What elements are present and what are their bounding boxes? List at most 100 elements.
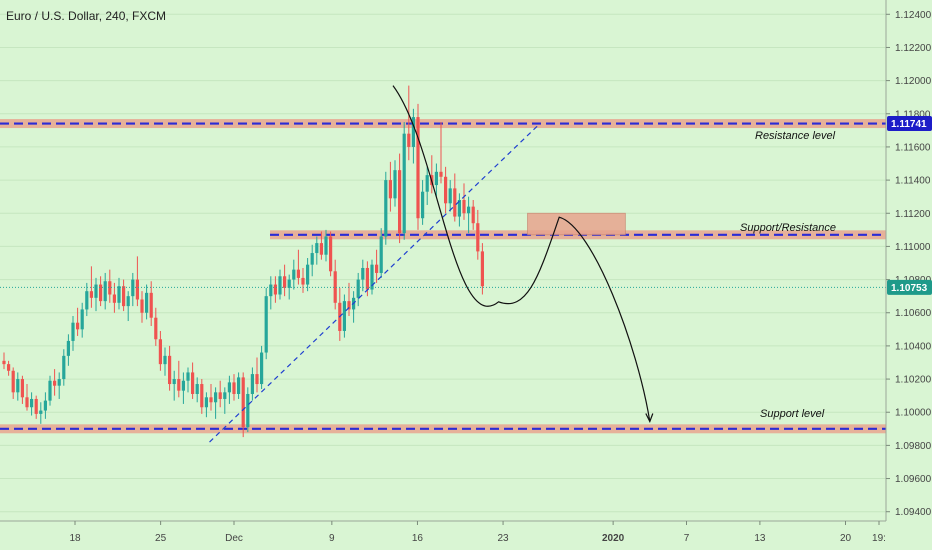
- candle-body: [329, 236, 333, 272]
- y-tick-label: 1.10400: [895, 341, 932, 352]
- projection-zone: [527, 212, 626, 236]
- x-tick-label: 13: [754, 533, 766, 544]
- candle-body: [292, 269, 296, 280]
- candle-layer: [2, 85, 484, 438]
- candle-body: [342, 301, 346, 331]
- candle-body: [149, 292, 153, 318]
- current-price-badge-text: 1.10753: [891, 283, 928, 294]
- candle-body: [16, 379, 20, 393]
- candle-body: [117, 286, 121, 303]
- candle-body: [122, 286, 126, 307]
- y-tick-label: 1.10600: [895, 308, 932, 319]
- candle-body: [20, 379, 24, 398]
- resistance-price-badge-text: 1.11741: [891, 119, 927, 130]
- candle-body: [71, 322, 75, 341]
- candle-body: [209, 397, 213, 403]
- candle-body: [264, 296, 268, 353]
- candle-body: [333, 271, 337, 303]
- candle-body: [163, 355, 167, 365]
- y-tick-label: 1.09400: [895, 507, 932, 518]
- candle-body: [310, 253, 314, 265]
- candle-body: [301, 277, 305, 285]
- price-badges: 1.11741 1.10753: [887, 116, 932, 295]
- candle-body: [218, 392, 222, 399]
- candle-body: [103, 281, 107, 302]
- candle-body: [66, 340, 70, 356]
- candle-body: [39, 410, 43, 414]
- x-axis[interactable]: 18 25 Dec 9 16 23 2020 7 13 20 19:: [69, 521, 886, 544]
- zone-layer: [0, 119, 886, 434]
- candle-body: [48, 380, 52, 401]
- candle-body: [375, 264, 379, 273]
- candle-body: [255, 374, 259, 385]
- y-tick-label: 1.11600: [895, 142, 931, 153]
- candle-body: [379, 236, 383, 273]
- candle-body: [11, 370, 15, 393]
- y-tick-label: 1.12000: [895, 76, 932, 87]
- resistance-price-badge: [887, 116, 932, 132]
- candle-body: [158, 339, 162, 365]
- grid-layer: [0, 13, 886, 513]
- candle-body: [135, 279, 139, 300]
- candle-body: [195, 384, 199, 394]
- candle-body: [480, 251, 484, 287]
- candle-body: [62, 355, 66, 380]
- candle-body: [361, 267, 365, 280]
- support-level-label: Support level: [760, 408, 825, 420]
- y-tick-label: 1.09600: [895, 474, 932, 485]
- candle-body: [269, 284, 273, 297]
- candle-body: [126, 296, 130, 307]
- candle-body: [89, 291, 93, 298]
- candle-body: [237, 377, 241, 394]
- candle-body: [306, 264, 310, 285]
- candle-body: [444, 176, 448, 204]
- x-tick-label: 19:: [872, 533, 886, 544]
- candle-body: [223, 392, 227, 399]
- resistance-level-label: Resistance level: [755, 130, 836, 142]
- candle-body: [319, 243, 323, 255]
- candle-body: [204, 397, 208, 408]
- candle-body: [177, 379, 181, 391]
- y-tick-label: 1.11000: [895, 242, 931, 253]
- candle-body: [43, 400, 47, 411]
- x-tick-label: 25: [155, 533, 167, 544]
- x-tick-label: 16: [412, 533, 424, 544]
- candle-body: [57, 379, 61, 386]
- candle-body: [347, 301, 351, 310]
- candle-body: [108, 281, 112, 295]
- candle-body: [34, 398, 38, 414]
- candle-body: [388, 180, 392, 199]
- candle-body: [278, 276, 282, 295]
- y-axis[interactable]: 1.12400 1.12200 1.12000 1.11800 1.11600 1.114…: [886, 10, 932, 518]
- candle-body: [168, 355, 172, 385]
- x-tick-label: 7: [684, 533, 690, 544]
- x-tick-label: 20: [840, 533, 852, 544]
- candle-body: [250, 374, 254, 394]
- y-tick-label: 1.12400: [895, 10, 932, 21]
- candle-body: [453, 188, 457, 217]
- candle-body: [296, 269, 300, 278]
- support-resistance-label: Support/Resistance: [740, 222, 836, 234]
- x-tick-label: Dec: [225, 533, 243, 544]
- current-price-badge: [887, 279, 932, 295]
- candle-body: [393, 170, 397, 199]
- candle-body: [398, 170, 402, 234]
- candle-body: [140, 299, 144, 313]
- candle-body: [186, 372, 190, 381]
- candle-body: [80, 309, 84, 330]
- candle-body: [370, 264, 374, 290]
- y-tick-label: 1.11800: [895, 109, 931, 120]
- candle-body: [283, 276, 287, 288]
- candle-body: [457, 199, 461, 217]
- candle-body: [471, 206, 475, 224]
- candle-body: [172, 379, 176, 385]
- candle-body: [246, 393, 250, 428]
- overlay-layer: [0, 85, 886, 443]
- candle-body: [99, 284, 103, 302]
- projected-price-path: [392, 85, 651, 422]
- candle-body: [407, 133, 411, 147]
- candle-body: [273, 284, 277, 295]
- candle-body: [145, 292, 149, 313]
- candle-body: [411, 117, 415, 147]
